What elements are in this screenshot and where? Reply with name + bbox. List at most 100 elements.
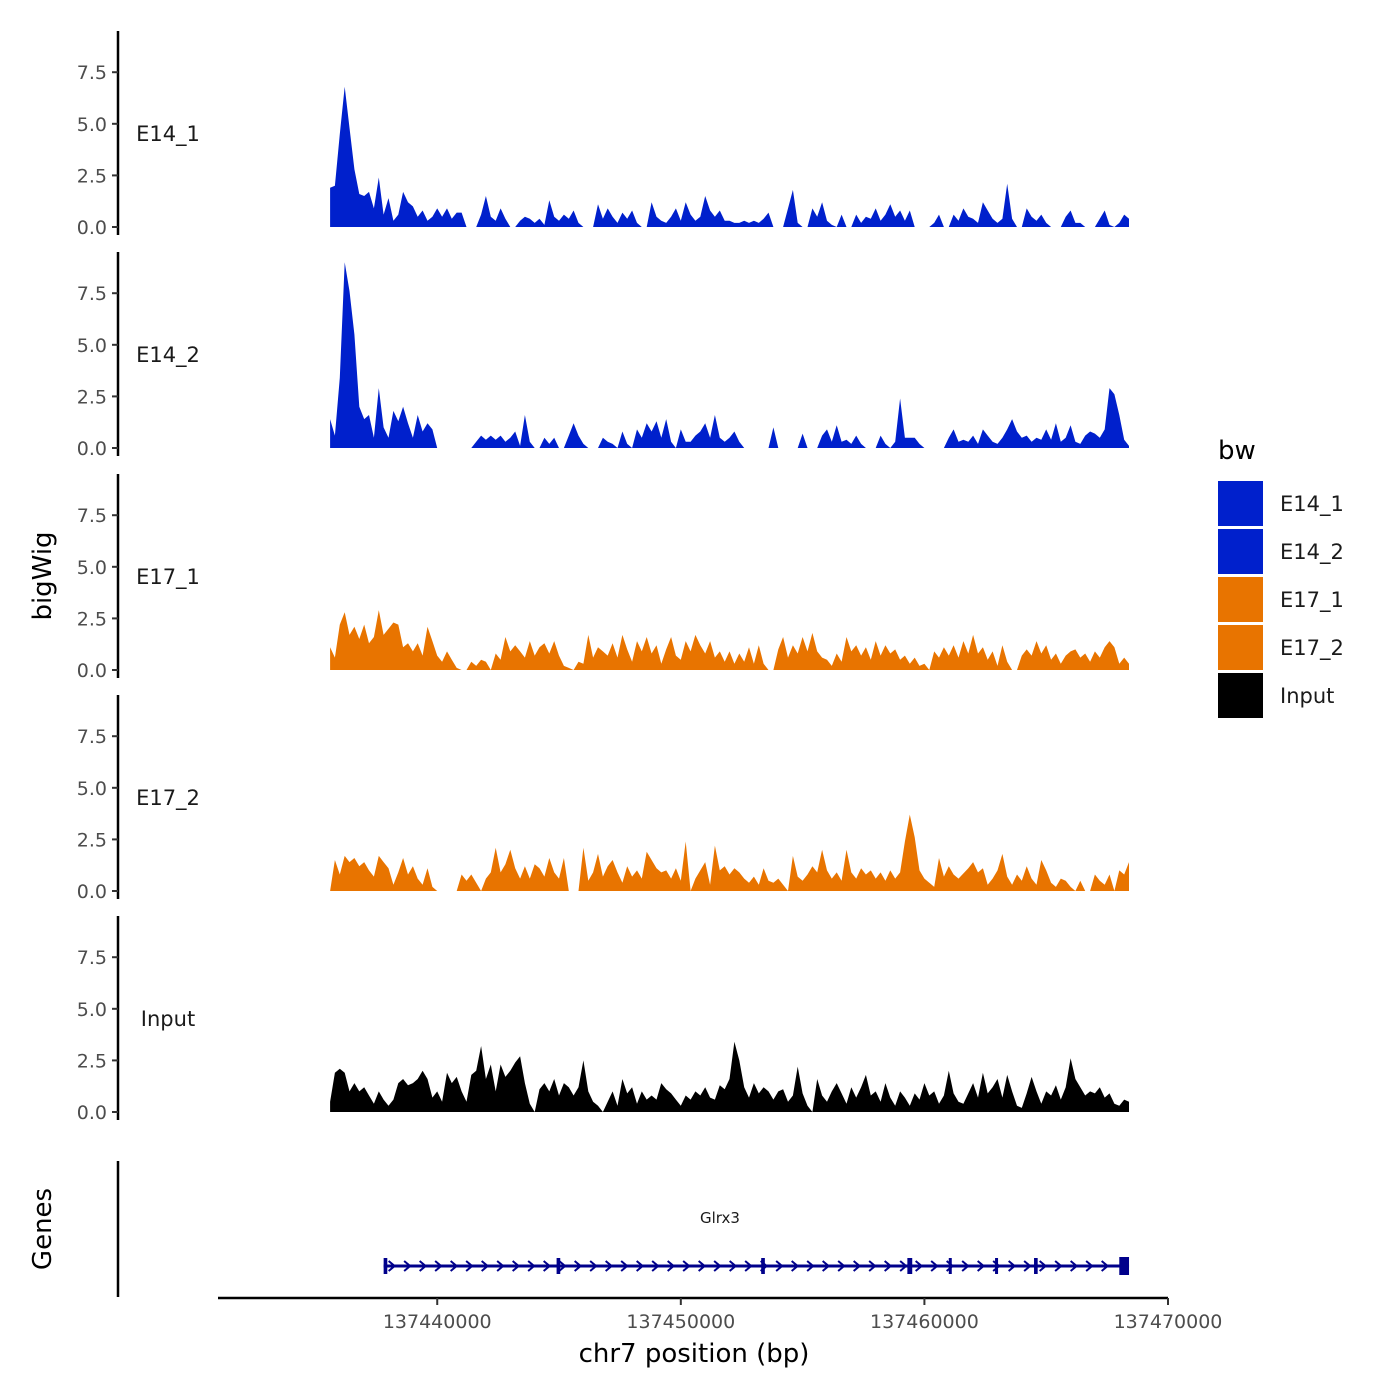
legend-label: E17_2	[1280, 636, 1344, 661]
y-tick-label: 0.0	[77, 660, 107, 682]
legend-label: E17_1	[1280, 588, 1344, 613]
track-label: E14_2	[136, 343, 200, 368]
signal-area-E17_1	[330, 610, 1130, 670]
strand-arrow-icon	[837, 1260, 846, 1272]
gene-exon	[907, 1258, 913, 1274]
strand-arrow-icon	[450, 1260, 459, 1272]
y-tick-label: 7.5	[77, 505, 107, 527]
y-tick-label: 2.5	[77, 608, 107, 630]
x-tick-label: 137440000	[383, 1311, 492, 1333]
gene-exon	[1034, 1258, 1038, 1274]
strand-arrow-icon	[388, 1260, 397, 1272]
genes-track: Glrx3	[116, 1161, 1130, 1297]
x-axis: 137440000 137450000 137460000 137470000	[218, 1296, 1223, 1333]
strand-arrow-icon	[481, 1260, 490, 1272]
strand-arrow-icon	[620, 1260, 629, 1272]
y-tick-label: 2.5	[77, 829, 107, 851]
strand-arrow-icon	[930, 1260, 939, 1272]
strand-arrow-icon	[574, 1260, 583, 1272]
strand-arrow-icon	[667, 1260, 676, 1272]
y-tick-label: 0.0	[77, 881, 107, 903]
legend-swatch-Input	[1218, 673, 1263, 718]
strand-arrow-icon	[806, 1260, 815, 1272]
y-tick-label: 7.5	[77, 283, 107, 305]
y-tick-label: 0.0	[77, 438, 107, 460]
strand-arrow-icon	[527, 1260, 536, 1272]
track-Input: 0.0 2.5 5.0 7.5 Input	[77, 916, 1130, 1124]
strand-arrow-icon	[868, 1260, 877, 1272]
legend-label: E14_1	[1280, 492, 1344, 517]
gene-name-label: Glrx3	[700, 1209, 740, 1227]
gene-exon	[556, 1258, 561, 1274]
gene-exon	[761, 1258, 765, 1274]
strand-arrow-icon	[1023, 1260, 1032, 1272]
track-E17_1: 0.0 2.5 5.0 7.5 E17_1	[77, 474, 1130, 682]
y-tick-label: 7.5	[77, 726, 107, 748]
strand-arrow-icon	[589, 1260, 598, 1272]
strand-arrow-icon	[791, 1260, 800, 1272]
x-axis-title: chr7 position (bp)	[579, 1339, 810, 1369]
strand-arrow-icon	[899, 1260, 908, 1272]
y-tick-label: 2.5	[77, 386, 107, 408]
strand-arrow-icon	[775, 1260, 784, 1272]
genes-axis-title: Genes	[28, 1188, 58, 1270]
legend-swatch-E17_1	[1218, 577, 1263, 622]
gene-exon	[995, 1258, 999, 1274]
strand-arrow-icon	[698, 1260, 707, 1272]
track-E14_2: 0.0 2.5 5.0 7.5 E14_2	[77, 252, 1130, 460]
y-tick-label: 2.5	[77, 165, 107, 187]
y-tick-label: 7.5	[77, 947, 107, 969]
legend-title: bw	[1218, 436, 1256, 466]
strand-arrow-icon	[729, 1260, 738, 1272]
x-tick-label: 137470000	[1114, 1311, 1223, 1333]
y-tick-label: 2.5	[77, 1050, 107, 1072]
strand-arrow-icon	[915, 1260, 924, 1272]
strand-arrow-icon	[465, 1260, 474, 1272]
y-tick-label: 5.0	[77, 999, 107, 1021]
legend-label: E14_2	[1280, 540, 1344, 565]
legend: bw E14_1 E14_2 E17_1 E17_2 Input	[1218, 436, 1344, 718]
signal-area-E17_2	[330, 814, 1130, 891]
track-label: Input	[141, 1007, 195, 1031]
track-E17_2: 0.0 2.5 5.0 7.5 E17_2	[77, 695, 1130, 903]
strand-arrow-icon	[1054, 1260, 1063, 1272]
y-tick-label: 7.5	[77, 62, 107, 84]
x-tick-label: 137460000	[870, 1311, 979, 1333]
gene-exon	[1119, 1257, 1130, 1275]
legend-swatch-E17_2	[1218, 625, 1263, 670]
strand-arrow-icon	[961, 1260, 970, 1272]
track-label: E17_2	[136, 786, 200, 811]
track-E14_1: 0.0 2.5 5.0 7.5 E14_1	[77, 31, 1130, 239]
legend-label: Input	[1280, 684, 1334, 708]
x-tick-label: 137450000	[626, 1311, 735, 1333]
y-tick-label: 5.0	[77, 557, 107, 579]
strand-arrow-icon	[884, 1260, 893, 1272]
strand-arrow-icon	[419, 1260, 428, 1272]
strand-arrow-icon	[853, 1260, 862, 1272]
strand-arrow-icon	[605, 1260, 614, 1272]
strand-arrow-icon	[636, 1260, 645, 1272]
track-label: E17_1	[136, 565, 200, 590]
strand-arrow-icon	[946, 1260, 955, 1272]
track-label: E14_1	[136, 122, 200, 147]
strand-arrow-icon	[651, 1260, 660, 1272]
y-axis-title: bigWig	[28, 531, 58, 620]
strand-arrow-icon	[558, 1260, 567, 1272]
y-tick-label: 5.0	[77, 114, 107, 136]
strand-arrow-icon	[403, 1260, 412, 1272]
y-tick-label: 5.0	[77, 335, 107, 357]
strand-arrow-icon	[1007, 1260, 1017, 1272]
signal-area-Input	[330, 1041, 1130, 1112]
legend-swatch-E14_2	[1218, 529, 1263, 574]
strand-arrow-icon	[682, 1260, 691, 1272]
bigwig-tracks: 0.0 2.5 5.0 7.5 E14_1 0.0 2.5 5.0 7.5 E14_2 0.0 2.5…	[77, 31, 1130, 1124]
y-tick-label: 5.0	[77, 778, 107, 800]
strand-arrow-icon	[1069, 1260, 1079, 1272]
strand-arrow-icon	[713, 1260, 722, 1272]
gene-exon	[948, 1258, 952, 1274]
y-tick-label: 0.0	[77, 217, 107, 239]
strand-arrow-icon	[1085, 1260, 1094, 1272]
gene-exon	[383, 1258, 388, 1274]
strand-arrow-icon	[744, 1260, 753, 1272]
y-tick-label: 0.0	[77, 1102, 107, 1124]
